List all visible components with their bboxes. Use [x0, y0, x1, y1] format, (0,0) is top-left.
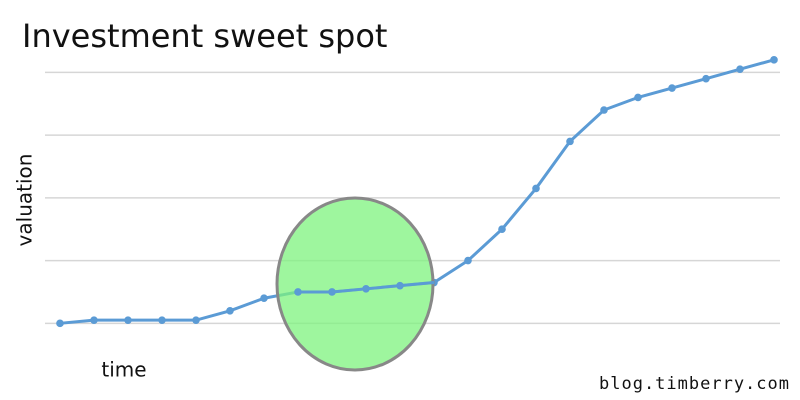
point: [702, 74, 710, 83]
point: [56, 319, 64, 328]
point: [600, 106, 608, 114]
point: [226, 306, 234, 315]
grid: [45, 71, 780, 325]
point: [158, 316, 166, 324]
point: [124, 316, 132, 324]
point: [668, 84, 676, 92]
point: [770, 56, 778, 64]
x-axis-label: time: [101, 358, 146, 382]
point: [260, 294, 268, 303]
point: [736, 65, 744, 74]
point: [464, 256, 472, 265]
point: [498, 225, 506, 234]
y-axis-label: valuation: [13, 154, 37, 247]
point: [566, 137, 574, 146]
line-overlay: [298, 281, 435, 294]
overlay: [294, 281, 435, 296]
point: [532, 184, 540, 193]
point: [634, 93, 642, 102]
credit: blog.timberry.com: [599, 374, 790, 394]
point: [90, 316, 98, 324]
point: [192, 316, 200, 324]
chart-title: Investment sweet spot: [22, 17, 387, 55]
